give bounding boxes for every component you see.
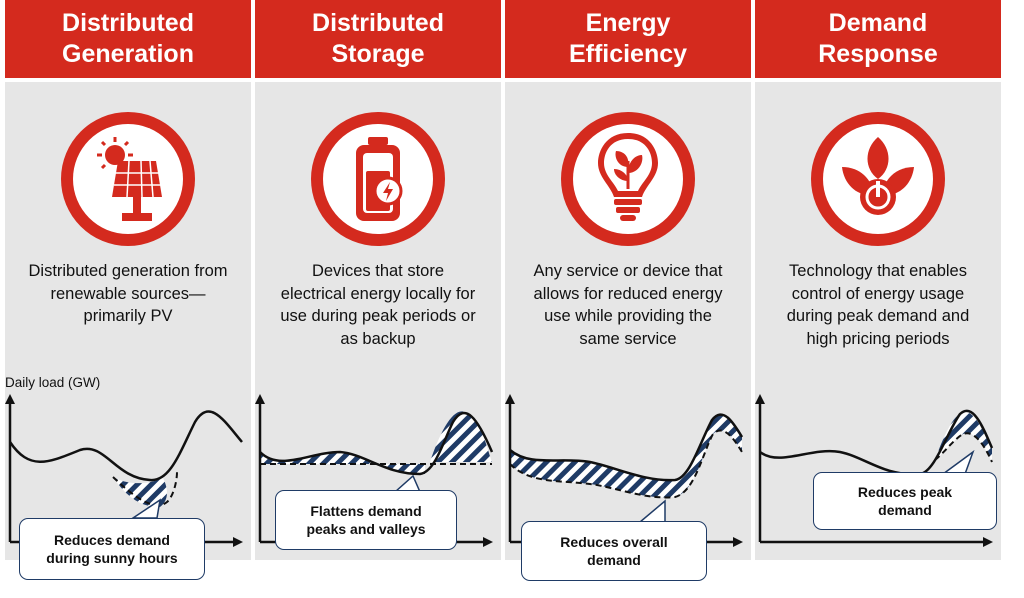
panel-title-line2: Efficiency xyxy=(568,40,688,68)
callout-line: demand xyxy=(587,552,641,568)
x-axis-arrow xyxy=(983,537,993,547)
panel-header: Distributed Generation xyxy=(5,0,251,78)
panel-header: Energy Efficiency xyxy=(505,0,751,78)
leaf-power-icon xyxy=(811,112,945,246)
net-load-curve xyxy=(112,471,178,507)
desc-line: use during peak periods or xyxy=(280,307,476,325)
x-axis-arrow xyxy=(733,537,743,547)
reduction-area xyxy=(113,477,167,507)
lightbulb-leaf-icon xyxy=(561,112,695,246)
desc-line: renewable sources— xyxy=(50,284,206,303)
desc-line: during peak demand and xyxy=(786,307,970,325)
desc-line: high pricing periods xyxy=(806,329,950,348)
panel-description: Technology that enables control of energ… xyxy=(761,260,995,350)
panel-header: Distributed Storage xyxy=(255,0,501,78)
panel-title-line2: Response xyxy=(818,40,938,68)
solar-panel-icon xyxy=(61,112,195,246)
desc-line: control of energy usage xyxy=(791,284,965,303)
panel-title-line2: Storage xyxy=(331,40,425,68)
callout: Flattens demand peaks and valleys xyxy=(275,490,457,550)
desc-line: primarily PV xyxy=(83,307,173,325)
panel-demand-response: Demand Response Technology that enables … xyxy=(755,0,1001,568)
panel-distributed-storage: Distributed Storage Devices that store e… xyxy=(255,0,501,568)
callout-pointer xyxy=(940,449,975,475)
panel-body: Distributed generation from renewable so… xyxy=(5,82,251,560)
callout-line: Flattens demand xyxy=(310,503,422,519)
reduced-load-curve xyxy=(509,429,743,499)
y-axis-arrow xyxy=(755,394,765,404)
callout-line: Reduces overall xyxy=(560,534,668,550)
panel-body: Any service or device that allows for re… xyxy=(505,82,751,560)
load-curve xyxy=(509,413,744,482)
callout-pointer xyxy=(637,499,666,523)
callout-line: Reduces peak xyxy=(857,484,953,500)
callout-line: demand xyxy=(878,502,932,518)
panel-title-line1: Demand xyxy=(828,9,928,37)
battery-icon xyxy=(311,112,445,246)
callout-line: during sunny hours xyxy=(46,550,178,566)
desc-line: as backup xyxy=(340,329,416,348)
panel-description: Devices that store electrical energy loc… xyxy=(261,260,495,350)
reduction-area xyxy=(935,412,992,462)
desc-line: Distributed generation from xyxy=(28,262,228,280)
y-axis-arrow xyxy=(505,394,515,404)
y-axis-label: Daily load (GW) xyxy=(5,375,101,390)
desc-line: Any service or device that xyxy=(533,262,723,280)
panel-description: Distributed generation from renewable so… xyxy=(11,260,245,328)
panel-description: Any service or device that allows for re… xyxy=(511,260,745,350)
desc-line: same service xyxy=(579,329,677,348)
desc-line: electrical energy locally for xyxy=(280,284,476,303)
x-axis-arrow xyxy=(233,537,243,547)
callout-line: peaks and valleys xyxy=(306,521,426,537)
panel-energy-efficiency: Energy Efficiency Any service or device … xyxy=(505,0,751,581)
reduction-area xyxy=(510,414,742,498)
desc-line: Technology that enables xyxy=(789,262,967,280)
desc-line: use while providing the xyxy=(544,307,712,325)
desc-line: allows for reduced energy xyxy=(533,284,723,303)
load-curve xyxy=(8,410,243,482)
callout: Reduces peak demand xyxy=(813,472,997,530)
panel-header: Demand Response xyxy=(755,0,1001,78)
callout: Reduces demand during sunny hours xyxy=(19,518,205,580)
panel-title-line1: Energy xyxy=(585,9,671,37)
callout-line: Reduces demand xyxy=(54,532,170,548)
y-axis-arrow xyxy=(255,394,265,404)
y-axis-arrow xyxy=(5,394,15,404)
callout: Reduces overall demand xyxy=(521,521,707,581)
panel-body: Devices that store electrical energy loc… xyxy=(255,82,501,560)
panel-title-line2: Generation xyxy=(62,40,194,68)
panel-distributed-generation: Distributed Generation Distributed gener… xyxy=(5,0,251,580)
x-axis-arrow xyxy=(483,537,493,547)
reduced-load-curve xyxy=(934,432,993,463)
panel-title-line1: Distributed xyxy=(312,9,444,37)
load-curve xyxy=(259,411,494,476)
desc-line: Devices that store xyxy=(311,262,445,280)
panel-title-line1: Distributed xyxy=(62,9,194,37)
